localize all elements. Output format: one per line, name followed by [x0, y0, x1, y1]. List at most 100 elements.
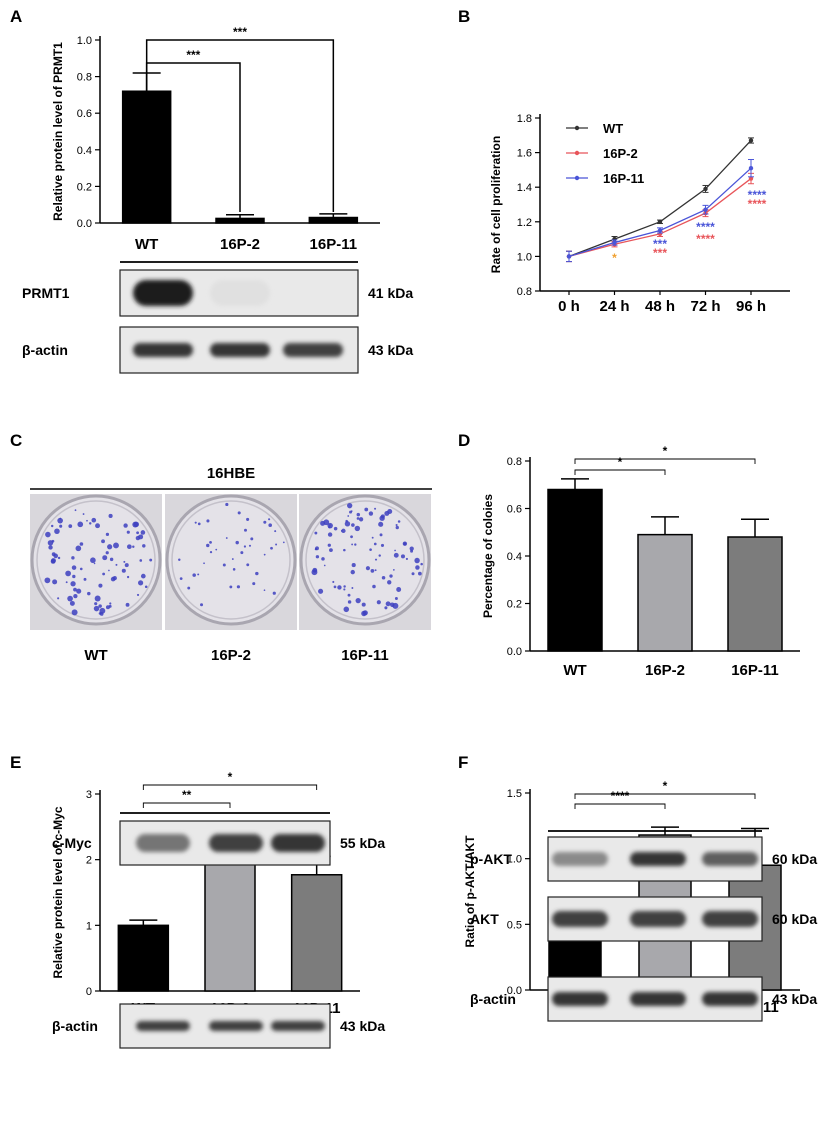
colony-assay-c: 16HBE WT 16P-2 16P-11	[30, 465, 432, 664]
colony-dot	[50, 559, 56, 564]
colony-dot	[215, 548, 218, 551]
colony-dot	[93, 562, 96, 565]
y-tick-label: 0.5	[507, 919, 522, 931]
blot-band	[702, 992, 758, 1006]
colony-dot	[59, 524, 63, 528]
colony-dot	[209, 551, 213, 554]
colony-dot	[93, 605, 100, 612]
bar	[290, 874, 343, 992]
colony-title: 16HBE	[207, 465, 255, 482]
colony-dot	[98, 583, 103, 588]
blot-protein-label: β-actin	[22, 342, 68, 358]
colony-dot	[229, 585, 233, 589]
y-tick-label: 0.8	[507, 456, 522, 468]
colony-dot	[374, 507, 377, 510]
colony-dot	[231, 558, 234, 560]
y-axis-label: Ratio of p-AKT/AKT	[463, 835, 477, 948]
colony-dot	[371, 536, 374, 539]
blot-band	[630, 992, 686, 1006]
colony-dot	[126, 575, 130, 579]
y-tick-label: 1.6	[517, 148, 532, 160]
colony-dot	[57, 556, 61, 560]
colony-dot	[365, 566, 370, 571]
colony-dot	[225, 502, 229, 507]
bar	[117, 924, 170, 992]
blot-band	[630, 852, 686, 866]
y-tick-label: 0.6	[77, 108, 92, 120]
colony-dot	[132, 521, 139, 528]
blot-band	[552, 911, 608, 927]
colony-dot	[323, 564, 326, 567]
colony-dot	[108, 604, 112, 608]
significance-label: ***	[233, 25, 247, 39]
y-tick-label: 1.8	[517, 113, 532, 125]
x-tick-label: 72 h	[690, 298, 720, 315]
western-blot-a: PRMT1 41 kDa β-actin 43 kDa	[22, 261, 413, 374]
colony-dot	[206, 543, 210, 548]
colony-dot	[397, 520, 401, 523]
colony-dot	[87, 591, 91, 596]
western-blot-f: p-AKT 60 kDa AKT 60 kDa β-actin 43 kDa	[470, 830, 817, 1022]
colony-dot	[385, 601, 391, 607]
colony-dot	[351, 587, 354, 589]
colony-dot	[347, 515, 350, 517]
colony-dot	[344, 521, 351, 527]
colony-dot	[361, 610, 367, 617]
colony-dot	[140, 573, 146, 579]
y-tick-label: 0.8	[77, 72, 92, 84]
colony-dot	[410, 549, 414, 553]
significance-label: ****	[748, 197, 767, 211]
colony-dot	[415, 565, 420, 570]
colony-dot	[136, 593, 140, 596]
colony-dot	[113, 542, 119, 549]
colony-dot	[268, 518, 271, 521]
y-axis-label: Percentage of coloies	[481, 494, 495, 618]
blot-band	[209, 834, 263, 852]
colony-dot	[418, 571, 422, 576]
colony-dot	[356, 517, 360, 520]
colony-dot	[393, 552, 399, 558]
y-tick-label: 1	[86, 920, 92, 932]
colony-dot	[72, 574, 76, 579]
colony-label: 16P-11	[341, 647, 389, 664]
colony-dot	[109, 602, 112, 605]
colony-dot	[65, 581, 68, 584]
blot-protein-label: β-actin	[470, 991, 516, 1007]
colony-dot	[351, 543, 354, 546]
colony-dot	[187, 586, 191, 590]
y-tick-label: 1.5	[507, 788, 522, 800]
y-tick-label: 0	[86, 986, 92, 998]
colony-dot	[282, 541, 285, 544]
colony-dot	[341, 528, 346, 534]
significance-bracket	[574, 803, 666, 809]
blot-protein-label: c-Myc	[52, 835, 92, 851]
colony-dot	[115, 563, 118, 566]
colony-dot	[243, 545, 247, 548]
colony-dot	[361, 602, 366, 607]
panel-label-f: F	[458, 753, 468, 772]
colony-dot	[244, 528, 247, 532]
significance-label: ****	[696, 220, 715, 234]
colony-dot	[89, 522, 92, 525]
x-tick-label: 96 h	[736, 298, 766, 315]
colony-dot	[137, 580, 144, 586]
panel-label-e: E	[10, 753, 21, 772]
data-point	[748, 138, 754, 143]
panel-label-c: C	[10, 431, 22, 450]
colony-dot	[395, 523, 398, 527]
colony-dot	[44, 577, 51, 584]
colony-dot	[350, 569, 355, 575]
colony-dot	[270, 546, 273, 550]
colony-dot	[343, 588, 346, 591]
y-tick-label: 2	[86, 855, 92, 867]
bar	[547, 488, 603, 652]
colony-dot	[125, 602, 130, 607]
colony-dot	[370, 569, 375, 573]
legend-label: 16P-11	[603, 171, 644, 186]
colony-dot	[76, 588, 82, 594]
colony-dot	[124, 563, 129, 568]
category-label: WT	[135, 236, 158, 253]
y-tick-label: 1.4	[517, 182, 532, 194]
colony-dot	[225, 537, 228, 539]
colony-dot	[50, 524, 54, 528]
